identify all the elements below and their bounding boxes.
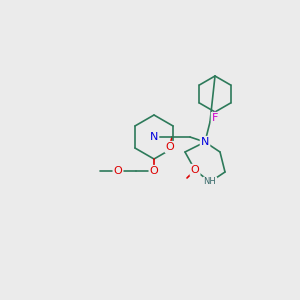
Text: N: N (150, 132, 158, 142)
Text: N: N (201, 137, 209, 147)
Text: O: O (114, 166, 122, 176)
Text: NH: NH (204, 178, 216, 187)
Text: F: F (212, 113, 218, 123)
Text: O: O (166, 142, 174, 152)
Text: O: O (190, 165, 200, 175)
Text: O: O (150, 166, 158, 176)
